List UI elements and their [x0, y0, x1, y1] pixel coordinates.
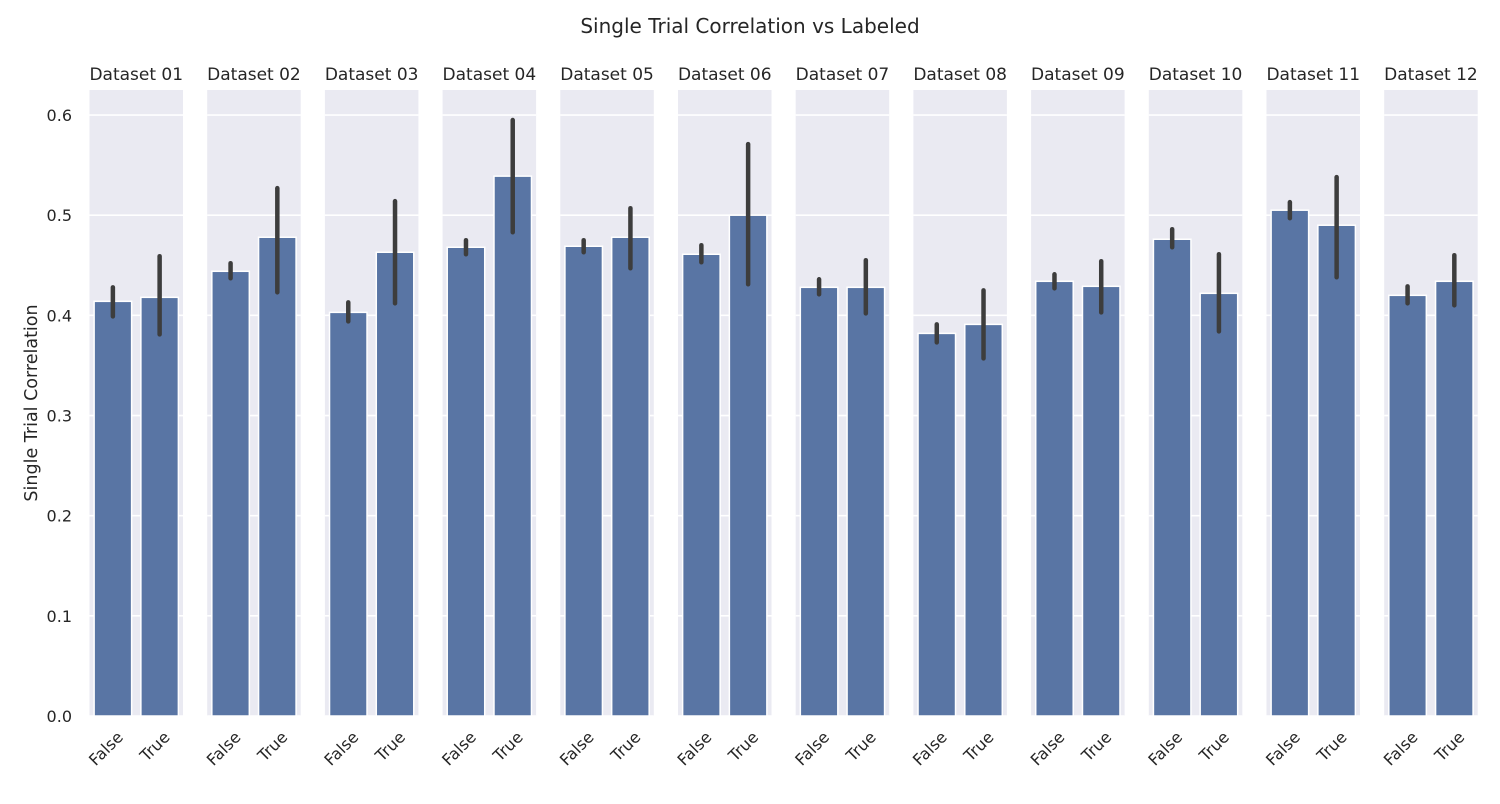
bar-true: [1199, 292, 1239, 717]
x-tick-label: False: [1027, 728, 1069, 770]
x-tick-label: False: [320, 728, 362, 770]
x-tick-label: True: [253, 728, 291, 766]
bar-false: [799, 286, 839, 717]
panel-11: Dataset 11 False True: [1262, 65, 1360, 769]
bar-false: [93, 300, 133, 717]
x-tick-label: True: [135, 728, 173, 766]
x-tick-label: True: [1077, 728, 1115, 766]
bar-false: [564, 245, 604, 717]
bar-true: [257, 236, 297, 717]
bar-false: [328, 311, 368, 717]
y-tick-label: 0.5: [47, 206, 72, 225]
bar-true: [140, 296, 180, 717]
x-tick-label: True: [1312, 728, 1350, 766]
bar-true: [1434, 280, 1474, 717]
y-tick-label: 0.1: [47, 607, 72, 626]
panel-07: Dataset 07 False True: [791, 65, 889, 769]
bar-false: [211, 270, 251, 717]
x-tick-label: False: [438, 728, 480, 770]
x-tick-label: True: [1430, 728, 1468, 766]
bar-false: [681, 253, 721, 717]
panel-08: Dataset 08 False True: [909, 65, 1007, 769]
x-tick-label: False: [556, 728, 598, 770]
panel-title: Dataset 11: [1266, 65, 1360, 85]
panel-title: Dataset 02: [207, 65, 301, 85]
x-tick-label: False: [203, 728, 245, 770]
bar-true: [610, 236, 650, 717]
x-tick-label: True: [724, 728, 762, 766]
bar-true: [1081, 285, 1121, 717]
y-tick-label: 0.6: [47, 106, 72, 125]
panel-02: Dataset 02 False True: [203, 65, 301, 769]
y-tick-label: 0.3: [47, 407, 72, 426]
bar-true: [1317, 224, 1357, 717]
x-tick-label: False: [674, 728, 716, 770]
x-tick-label: False: [85, 728, 127, 770]
x-tick-label: False: [909, 728, 951, 770]
bar-false: [917, 332, 957, 717]
panel-title: Dataset 04: [443, 65, 537, 85]
bar-false: [1034, 280, 1074, 717]
x-tick-label: True: [606, 728, 644, 766]
panel-title: Dataset 07: [796, 65, 890, 85]
x-tick-label: True: [842, 728, 880, 766]
panel-04: Dataset 04 False True: [438, 65, 536, 769]
bar-false: [446, 246, 486, 717]
bar-true: [728, 214, 768, 717]
panel-09: Dataset 09 False True: [1027, 65, 1125, 769]
y-tick-label: 0.0: [47, 707, 72, 726]
bar-false: [1152, 238, 1192, 717]
bar-true: [846, 286, 886, 717]
chart-title: Single Trial Correlation vs Labeled: [580, 14, 919, 38]
bar-true: [964, 323, 1004, 717]
panel-title: Dataset 12: [1384, 65, 1478, 85]
panel-title: Dataset 01: [89, 65, 183, 85]
x-tick-label: True: [371, 728, 409, 766]
bar-false: [1388, 294, 1428, 717]
y-axis-label: Single Trial Correlation: [22, 304, 42, 501]
panel-title: Dataset 06: [678, 65, 772, 85]
bar-false: [1270, 209, 1310, 717]
panel-01: Dataset 01 False True: [85, 65, 183, 769]
bar-true: [375, 251, 415, 717]
x-tick-label: False: [1144, 728, 1186, 770]
panel-title: Dataset 05: [560, 65, 654, 85]
panel-06: Dataset 06 False True: [674, 65, 772, 769]
panel-title: Dataset 08: [913, 65, 1007, 85]
panel-title: Dataset 03: [325, 65, 419, 85]
panel-12: Dataset 12 False True: [1380, 65, 1478, 769]
y-tick-label: 0.2: [47, 507, 72, 526]
x-tick-label: True: [959, 728, 997, 766]
y-tick-label: 0.4: [47, 306, 72, 325]
panel-title: Dataset 10: [1149, 65, 1243, 85]
x-tick-label: True: [489, 728, 527, 766]
bar-true: [493, 175, 533, 717]
x-tick-label: True: [1195, 728, 1233, 766]
x-tick-label: False: [791, 728, 833, 770]
panel-title: Dataset 09: [1031, 65, 1125, 85]
panel-05: Dataset 05 False True: [556, 65, 654, 769]
panel-03: Dataset 03 False True: [320, 65, 418, 769]
x-tick-label: False: [1380, 728, 1422, 770]
x-tick-label: False: [1262, 728, 1304, 770]
panel-10: Dataset 10 False True: [1144, 65, 1242, 769]
